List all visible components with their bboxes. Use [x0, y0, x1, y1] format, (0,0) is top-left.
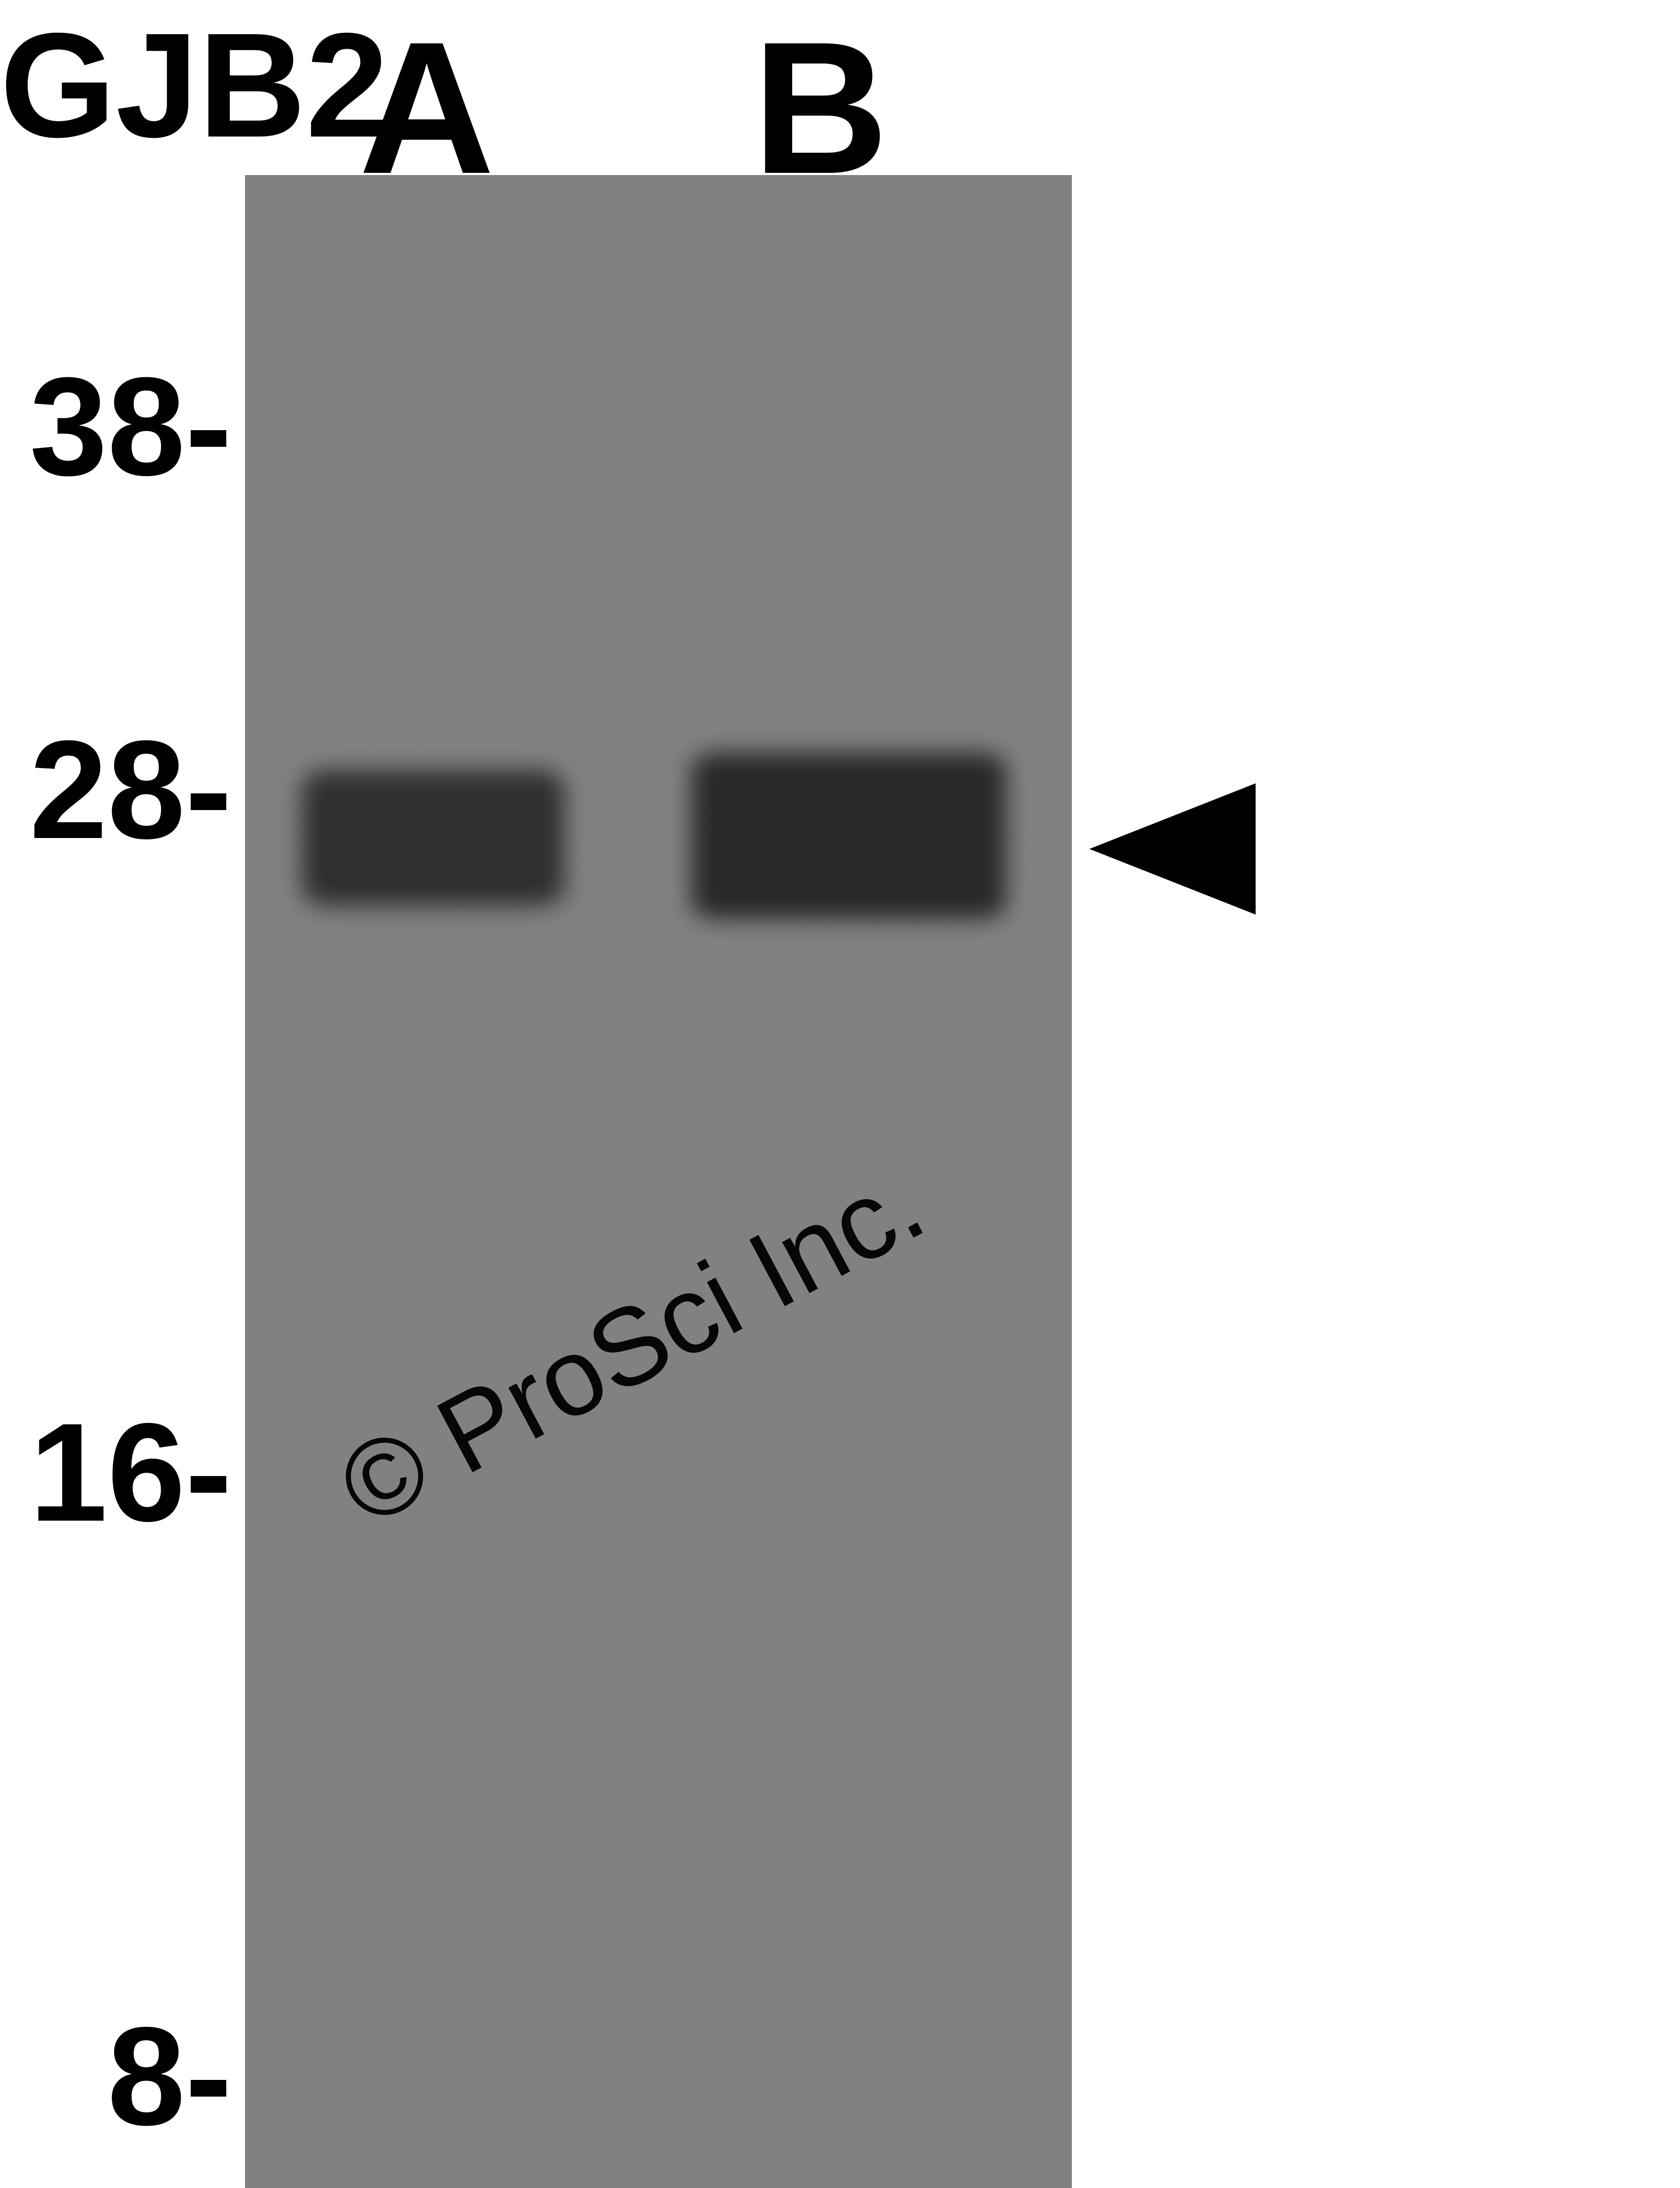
mw-marker-8: 8- — [52, 1995, 232, 2156]
western-blot-membrane: © ProSci Inc. — [245, 175, 1072, 2188]
protein-pointer — [1089, 783, 1256, 915]
band-lane-a — [302, 770, 564, 906]
arrow-left-icon — [1089, 783, 1256, 915]
band-lane-b — [691, 753, 1006, 919]
mw-marker-38: 38- — [0, 346, 232, 507]
mw-marker-28: 28- — [0, 709, 232, 870]
figure-container: A B 38- 28- 16- 8- © ProSci Inc. GJB2 — [0, 0, 1680, 2188]
mw-marker-16: 16- — [0, 1392, 232, 1553]
blot-grain-icon — [245, 175, 1072, 2188]
